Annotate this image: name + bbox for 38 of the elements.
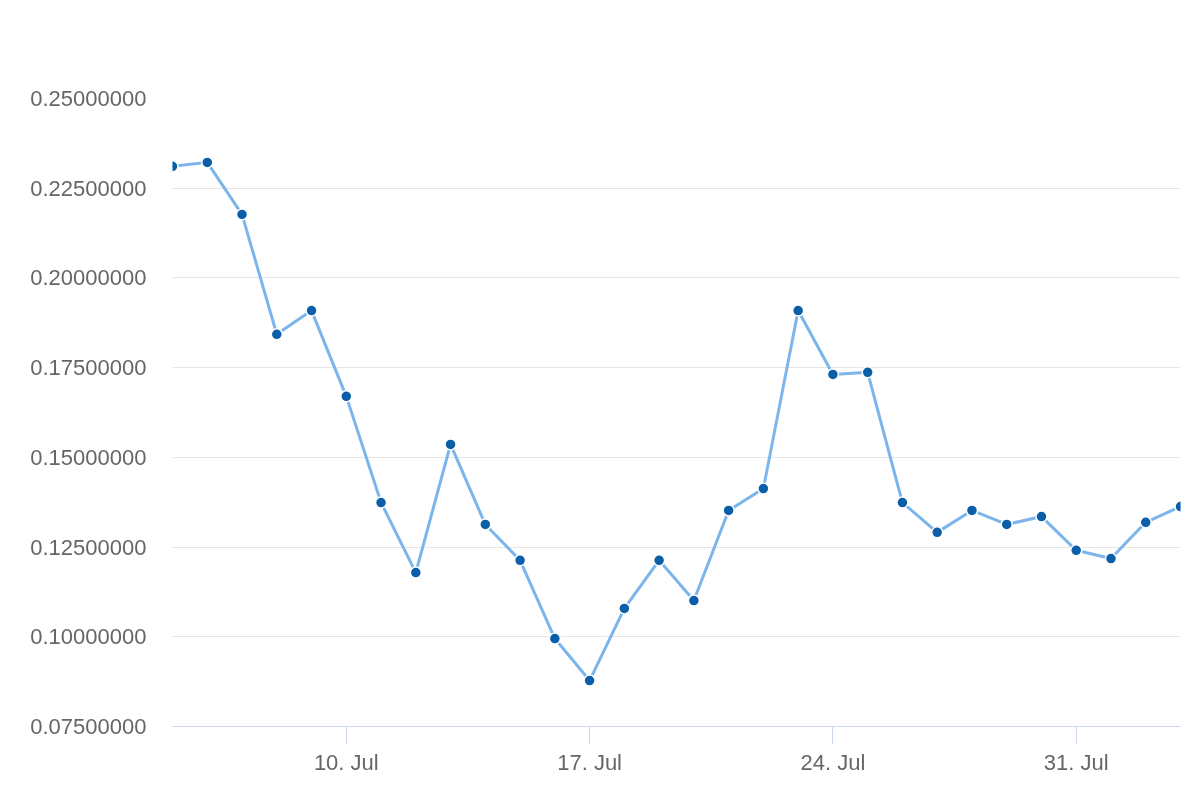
y-tick-label: 0.20000000 [30, 265, 147, 291]
point [235, 208, 249, 221]
y-tick-label: 0.10000000 [30, 624, 147, 650]
point [930, 526, 944, 539]
point [618, 602, 631, 615]
x-tick-label: 31. Jul [1043, 749, 1109, 775]
point [374, 496, 388, 509]
point [757, 482, 770, 495]
point [652, 554, 666, 567]
point [896, 496, 909, 509]
point [687, 594, 701, 607]
point [513, 554, 527, 567]
point [965, 504, 979, 517]
point [1139, 516, 1152, 529]
point [583, 674, 596, 687]
y-tick-label: 0.25000000 [30, 86, 147, 111]
y-tick-label: 0.17500000 [30, 355, 147, 381]
point [1069, 544, 1083, 557]
point [826, 368, 840, 381]
x-tick-label: 24. Jul [800, 749, 866, 775]
point [548, 632, 562, 645]
point [305, 304, 318, 317]
y-tick-label: 0.12500000 [30, 534, 147, 560]
y-tick-label: 0.15000000 [30, 444, 147, 470]
point [1104, 552, 1118, 565]
y-tick-label: 0.22500000 [30, 175, 147, 201]
point [1035, 510, 1048, 523]
y-tick-label: 0.07500000 [30, 714, 147, 739]
point [444, 438, 457, 451]
point [722, 504, 735, 517]
point [479, 518, 492, 531]
x-tick-label: 17. Jul [557, 749, 623, 775]
point [270, 328, 284, 341]
x-tick-label: 10. Jul [313, 749, 379, 775]
point [409, 566, 423, 579]
point [861, 366, 874, 379]
point [791, 304, 805, 317]
point [1000, 518, 1013, 531]
